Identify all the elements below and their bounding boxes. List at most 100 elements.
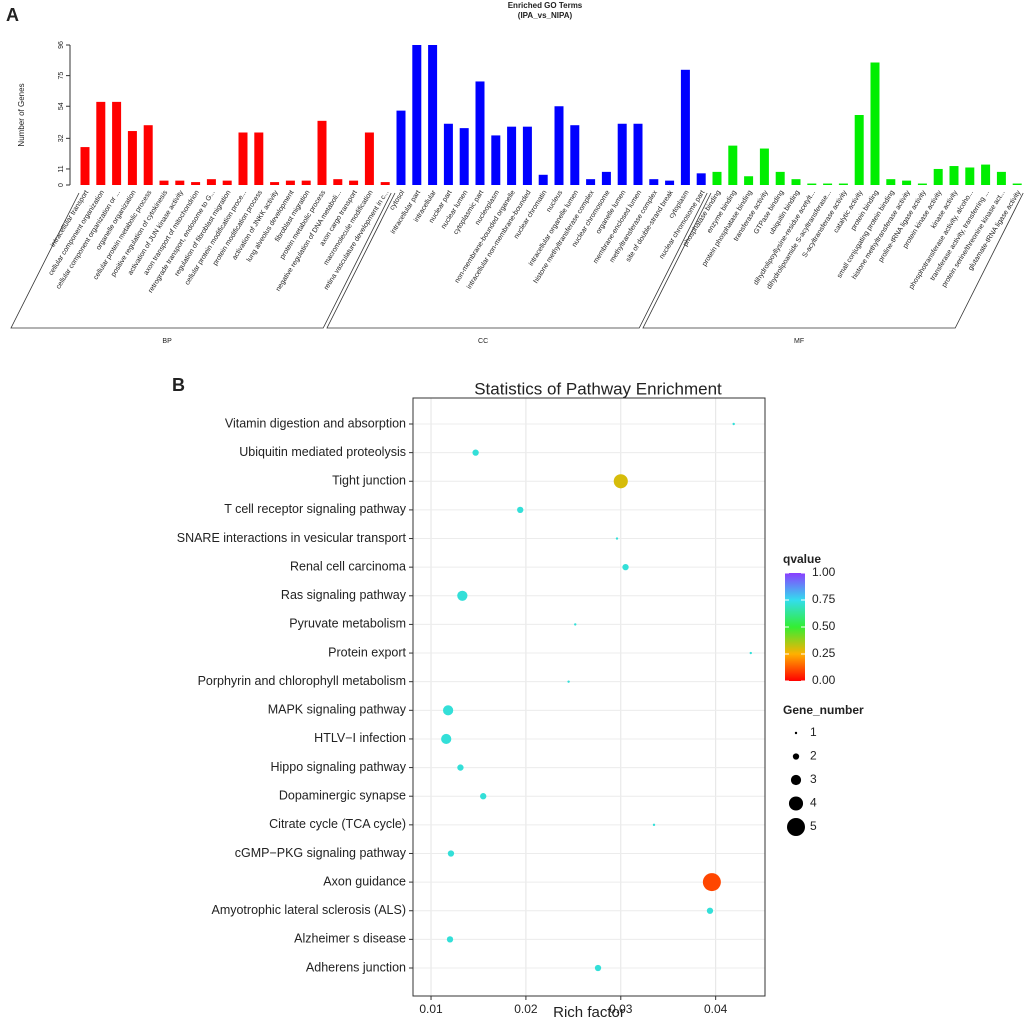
y-tick-label: Hippo signaling pathway [270,760,406,774]
y-tick-label: Ras signaling pathway [281,588,407,602]
y-tick-label: Tight junction [332,474,406,488]
point [443,705,454,716]
bar [507,126,517,185]
y-tick-label: Vitamin digestion and absorption [225,416,406,430]
point [702,873,721,892]
point [472,449,479,456]
y-tick-label: T cell receptor signaling pathway [224,502,407,516]
bar [854,115,864,185]
point [517,506,524,514]
point [615,537,619,540]
bar [996,171,1006,185]
point [574,623,577,626]
color-bar [785,573,805,681]
point [480,793,487,800]
group-label: CC [478,338,488,345]
bar [823,183,833,185]
bar [554,106,564,185]
bar [1012,183,1022,185]
bar [617,123,627,185]
point [749,651,752,655]
point [457,590,468,601]
legend-title: qvalue [783,552,821,566]
y-tick-label: Dopaminergic synapse [279,789,406,803]
group-bracket [642,192,1024,329]
bar [317,120,327,185]
color-tick-label: 1.00 [812,565,836,579]
bar [696,173,706,185]
y-tick-label: Porphyrin and chlorophyll metabolism [198,674,406,688]
y-tick-label: 0 [58,183,65,187]
bar [175,180,185,185]
x-tick-label: 0.04 [704,1002,728,1016]
y-tick-label: 75 [58,72,65,80]
y-tick-label: 54 [58,102,65,110]
y-tick-label: Ubiquitin mediated proteolysis [239,445,406,459]
point [613,474,628,489]
bar [775,171,785,185]
bar [570,125,580,185]
bar [143,125,153,185]
bar [886,179,896,185]
y-tick-label: HTLV−I infection [314,731,406,745]
bar [412,45,422,185]
y-tick-label: cGMP−PKG signaling pathway [235,846,407,860]
bar [112,101,122,185]
bar [349,180,359,185]
color-tick-label: 0.00 [812,673,836,687]
point [567,680,570,683]
point [732,422,735,426]
bar [965,167,975,185]
bar [191,182,201,185]
point [457,764,464,771]
chart-subtitle: (IPA_vs_NIPA) [518,11,573,20]
chart-title: Statistics of Pathway Enrichment [474,379,722,398]
y-tick-label: 11 [58,165,65,172]
bar [902,180,912,185]
bar [538,174,548,185]
point [706,907,714,914]
color-tick-label: 0.50 [812,619,836,633]
y-tick-label: 32 [58,134,65,142]
y-tick-label: Citrate cycle (TCA cycle) [269,817,406,831]
bar [744,176,754,185]
bar [127,131,137,185]
size-legend-mark [792,753,800,760]
bar [159,180,169,185]
bar [522,126,532,185]
x-tick-label: 0.01 [419,1002,443,1016]
y-tick-label: Amyotrophic lateral sclerosis (ALS) [211,903,406,917]
point [441,733,452,745]
bar [475,81,485,185]
chart-title: Enriched GO Terms [508,1,583,10]
bar [364,132,374,185]
bar [712,171,722,185]
x-tick-label: 0.02 [514,1002,538,1016]
bar [807,183,817,185]
bar [333,179,343,185]
bar [96,101,106,185]
bar [285,180,295,185]
bar [238,132,248,185]
point [446,936,454,943]
bar [633,123,643,185]
group-bracket [326,192,708,329]
bar [270,182,280,185]
bar [396,110,406,185]
group-bracket [10,192,392,329]
bar [649,179,659,185]
bar [981,164,991,185]
group-label: BP [162,338,172,345]
color-tick-label: 0.75 [812,592,836,606]
size-legend-mark [788,796,804,811]
y-tick-label: SNARE interactions in vesicular transpor… [177,531,407,545]
y-tick-label: Renal cell carcinoma [290,559,406,573]
size-legend-label: 1 [810,725,817,739]
bar [728,145,738,185]
bar [301,180,311,185]
bar [459,128,469,185]
y-tick-label: Alzheimer s disease [294,932,406,946]
x-tick-label: 0.03 [609,1002,633,1016]
bar [443,123,453,185]
